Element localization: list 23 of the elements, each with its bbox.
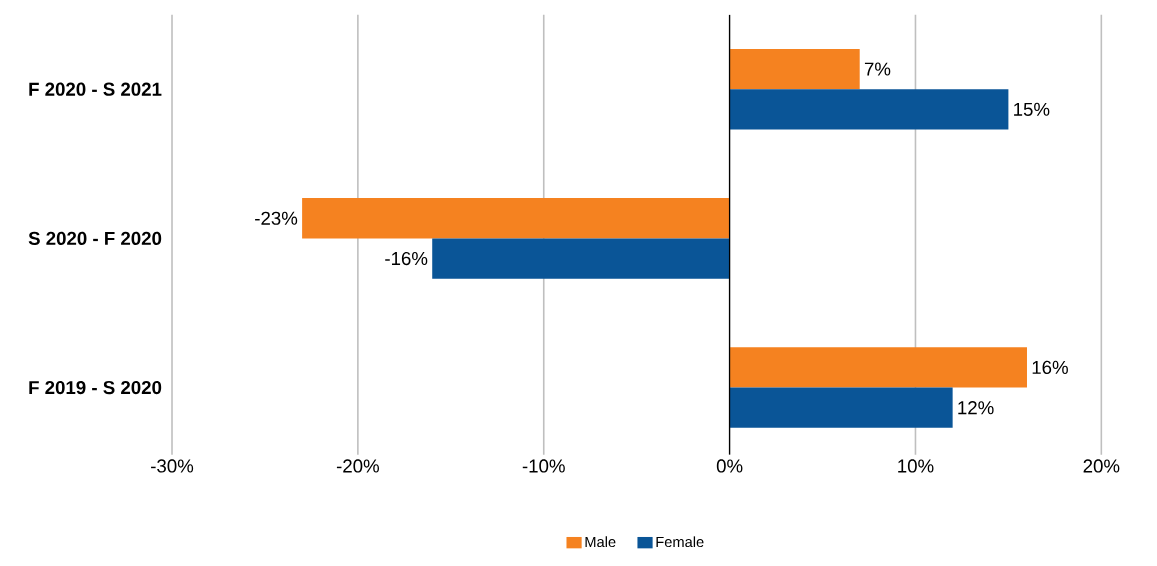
x-tick-label: -30% — [151, 459, 194, 473]
data-label: 16% — [1032, 360, 1068, 375]
bar — [729, 89, 1009, 130]
y-tick-label: S 2020 - F 2020 — [28, 231, 162, 245]
y-tick-label: F 2020 - S 2021 — [29, 82, 162, 96]
data-label: 7% — [864, 62, 891, 76]
x-tick-label: 20% — [1083, 459, 1120, 473]
x-tick-label: -10% — [522, 459, 565, 473]
data-label: 15% — [1014, 102, 1050, 116]
data-label: -23% — [255, 211, 298, 225]
legend-label: Male — [585, 536, 616, 548]
bar — [729, 48, 860, 90]
x-tick-label: 0% — [716, 459, 743, 473]
bar — [729, 347, 1027, 388]
bar — [729, 387, 953, 428]
bar — [302, 198, 730, 239]
y-tick-label: F 2019 - S 2020 — [29, 380, 162, 395]
bar — [432, 238, 730, 279]
data-label: 12% — [958, 401, 994, 415]
data-label: -16% — [385, 251, 428, 266]
legend-label: Female — [656, 536, 704, 548]
x-tick-label: 10% — [898, 459, 934, 473]
x-tick-label: -20% — [336, 459, 379, 473]
